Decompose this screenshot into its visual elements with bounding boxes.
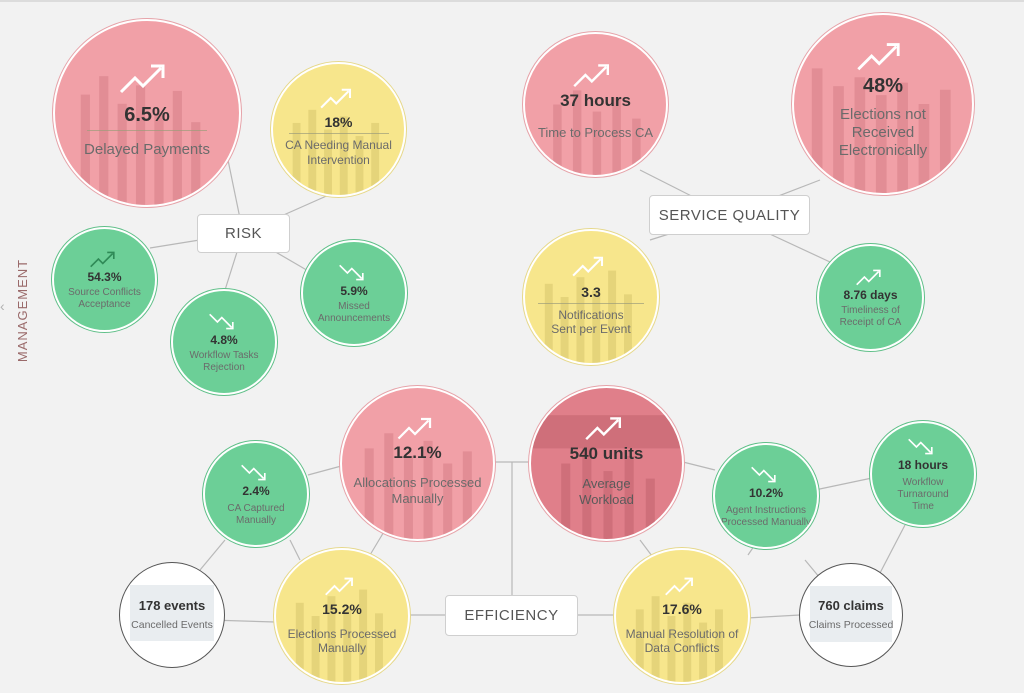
kpi-label: Source Conflicts Acceptance bbox=[68, 287, 141, 310]
kpi-value: 8.76 days bbox=[843, 288, 898, 302]
chevron-left-icon[interactable]: ‹ bbox=[0, 298, 5, 314]
kpi-value: 4.8% bbox=[210, 332, 238, 347]
down-trend-icon bbox=[241, 464, 266, 480]
kpi-value: 10.2% bbox=[748, 485, 784, 500]
kpi-label: Time to Process CA bbox=[537, 124, 654, 140]
kpi-value: 18% bbox=[324, 114, 353, 131]
kpi-value: 18 hours bbox=[897, 457, 948, 472]
up-trend-icon bbox=[119, 64, 165, 93]
kpi-value: 540 units bbox=[569, 443, 644, 463]
up-trend-icon bbox=[855, 269, 881, 286]
kpi-value: 178 events bbox=[138, 598, 206, 614]
hub-risk-label: RISK bbox=[224, 225, 262, 242]
hub-efficiency-label: EFFICIENCY bbox=[464, 607, 559, 624]
kpi-label: Claims Processed bbox=[808, 619, 894, 632]
kpi-value: 12.1% bbox=[393, 442, 442, 462]
kpi-elections-processed-manually[interactable]: 15.2% Elections Processed Manually bbox=[274, 548, 410, 684]
up-trend-icon bbox=[584, 417, 621, 440]
up-trend-icon bbox=[325, 577, 353, 596]
kpi-missed-announcements[interactable]: 5.9% Missed Announcements bbox=[301, 240, 407, 346]
kpi-value: 15.2% bbox=[322, 600, 362, 617]
kpi-label: Cancelled Events bbox=[131, 619, 213, 632]
kpi-allocations-manual[interactable]: 12.1% Allocations Processed Manually bbox=[340, 386, 495, 541]
kpi-ca-manual-intervention[interactable]: 18% CA Needing Manual Intervention bbox=[271, 62, 406, 197]
top-divider bbox=[0, 0, 1024, 2]
up-trend-icon bbox=[665, 577, 693, 596]
kpi-label: Elections Processed Manually bbox=[287, 626, 397, 655]
kpi-workflow-turnaround[interactable]: 18 hours Workflow Turnaround Time bbox=[870, 421, 976, 527]
kpi-workflow-rejection[interactable]: 4.8% Workflow Tasks Rejection bbox=[171, 289, 277, 395]
down-trend-icon bbox=[751, 466, 776, 482]
kpi-value: 760 claims bbox=[818, 598, 884, 614]
up-trend-icon bbox=[573, 63, 610, 87]
kpi-label: Notifications Sent per Event bbox=[551, 307, 631, 336]
down-trend-icon bbox=[209, 313, 234, 329]
kpi-average-workload[interactable]: 540 units Average Workload bbox=[529, 386, 684, 541]
up-trend-icon bbox=[572, 256, 604, 276]
down-trend-icon bbox=[339, 264, 364, 280]
hub-efficiency[interactable]: EFFICIENCY bbox=[445, 595, 578, 636]
kpi-label: Agent Instructions Processed Manually bbox=[720, 504, 812, 528]
kpi-label: Allocations Processed Manually bbox=[353, 474, 482, 506]
up-trend-icon bbox=[397, 417, 431, 440]
kpi-value: 54.3% bbox=[87, 270, 122, 284]
kpi-value: 3.3 bbox=[581, 283, 601, 300]
kpi-elections-not-received[interactable]: 48% Elections not Received Electronicall… bbox=[792, 13, 974, 195]
background-panel bbox=[130, 585, 214, 641]
up-trend-icon bbox=[89, 251, 115, 268]
kpi-label: Workflow Tasks Rejection bbox=[189, 349, 259, 373]
kpi-label: Delayed Payments bbox=[84, 140, 210, 158]
kpi-source-conflicts[interactable]: 54.3% Source Conflicts Acceptance bbox=[52, 227, 157, 332]
kpi-agent-instructions[interactable]: 10.2% Agent Instructions Processed Manua… bbox=[713, 443, 819, 549]
kpi-label: Missed Announcements bbox=[317, 300, 391, 324]
kpi-cancelled-events[interactable]: 178 events Cancelled Events bbox=[119, 562, 225, 668]
kpi-label: Manual Resolution of Data Conflicts bbox=[625, 626, 739, 655]
hub-service-quality-label: SERVICE QUALITY bbox=[658, 206, 801, 224]
kpi-value: 5.9% bbox=[340, 283, 368, 298]
kpi-value: 48% bbox=[862, 74, 904, 97]
kpi-value: 6.5% bbox=[124, 103, 170, 126]
kpi-label: Average Workload bbox=[579, 475, 634, 507]
kpi-ca-captured-manually[interactable]: 2.4% CA Captured Manually bbox=[203, 441, 309, 547]
kpi-manual-resolution[interactable]: 17.6% Manual Resolution of Data Conflict… bbox=[614, 548, 750, 684]
hub-risk[interactable]: RISK bbox=[197, 214, 290, 253]
up-trend-icon bbox=[319, 88, 351, 109]
kpi-claims-processed[interactable]: 760 claims Claims Processed bbox=[799, 563, 903, 667]
kpi-time-to-process[interactable]: 37 hours Time to Process CA bbox=[523, 32, 668, 177]
kpi-label: Elections not Received Electronically bbox=[838, 105, 928, 159]
kpi-timeliness-receipt[interactable]: 8.76 days Timeliness of Receipt of CA bbox=[817, 244, 924, 351]
hub-service-quality[interactable]: SERVICE QUALITY bbox=[649, 195, 810, 235]
kpi-label: Timeliness of Receipt of CA bbox=[839, 305, 902, 328]
down-trend-icon bbox=[908, 438, 933, 454]
kpi-value: 17.6% bbox=[662, 600, 702, 617]
kpi-value: 2.4% bbox=[242, 483, 270, 498]
kpi-label: CA Needing Manual Intervention bbox=[285, 138, 392, 167]
kpi-notifications-per-event[interactable]: 3.3 Notifications Sent per Event bbox=[523, 229, 659, 365]
kpi-label: CA Captured Manually bbox=[227, 502, 285, 526]
kpi-value: 37 hours bbox=[560, 90, 631, 110]
kpi-delayed-payments[interactable]: 6.5% Delayed Payments bbox=[53, 19, 241, 207]
kpi-label: Workflow Turnaround Time bbox=[897, 476, 949, 512]
up-trend-icon bbox=[857, 42, 900, 70]
background-panel bbox=[810, 586, 892, 642]
